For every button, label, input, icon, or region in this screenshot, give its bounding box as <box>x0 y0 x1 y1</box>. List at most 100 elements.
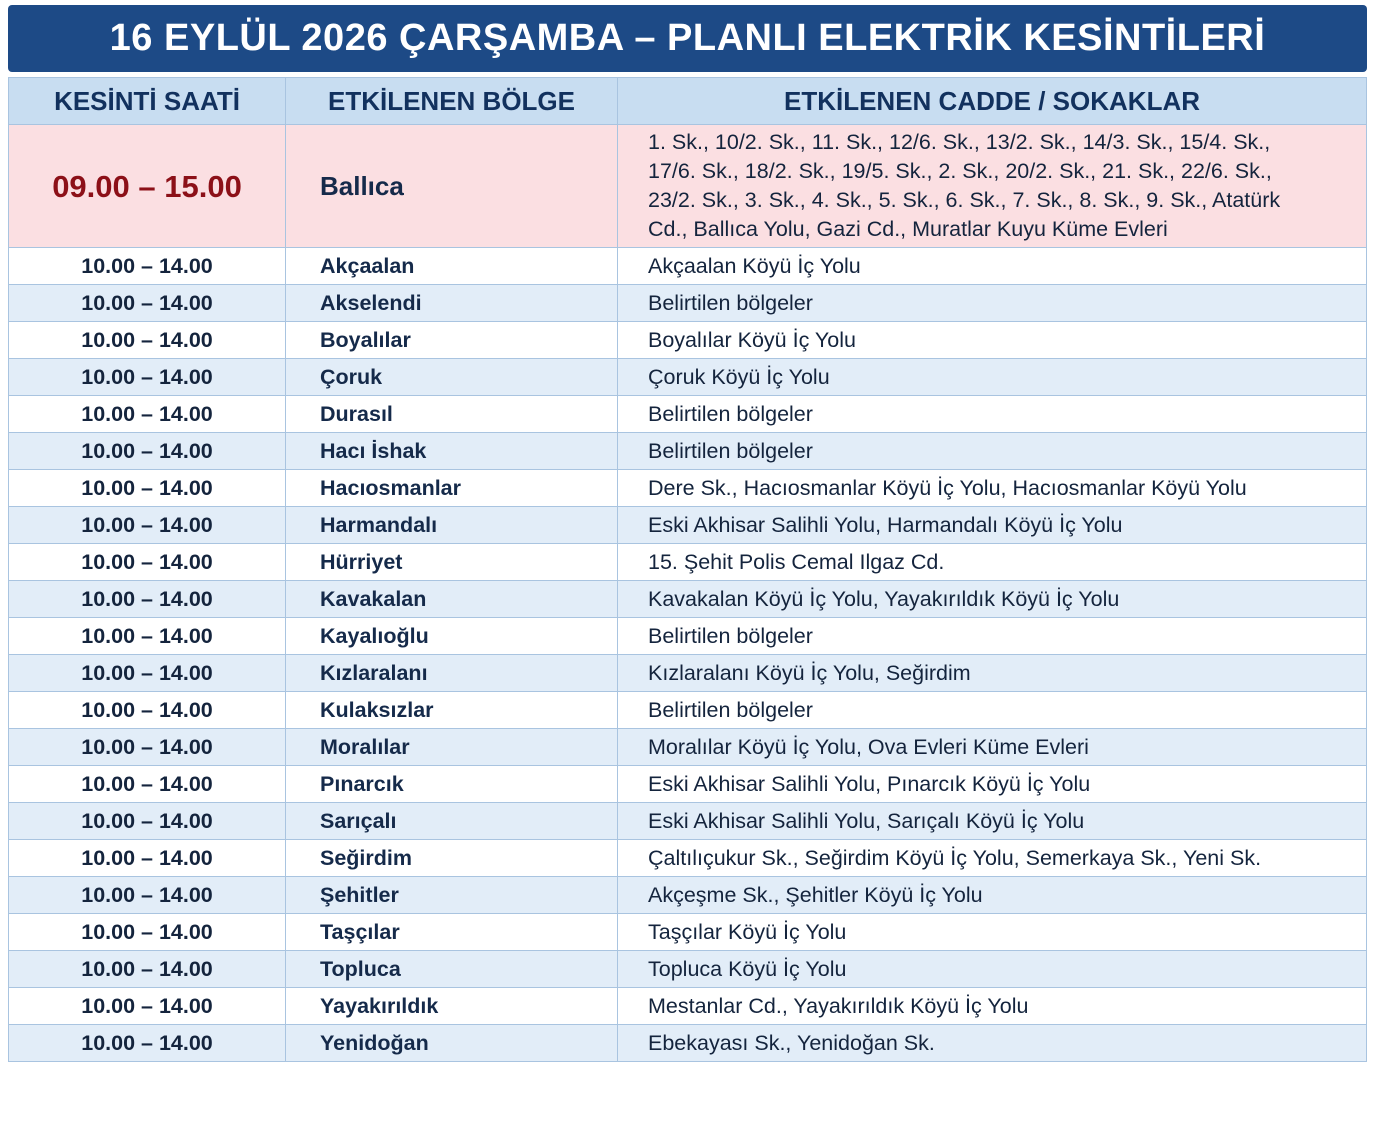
streets: Kızlaralanı Köyü İç Yolu, Seğirdim <box>617 654 1367 692</box>
table-row: 10.00 – 14.00 Topluca Topluca Köyü İç Yolu <box>8 950 1367 988</box>
streets: Dere Sk., Hacıosmanlar Köyü İç Yolu, Hac… <box>617 469 1367 507</box>
streets: Taşçılar Köyü İç Yolu <box>617 913 1367 951</box>
region: Hürriyet <box>285 543 618 581</box>
streets: Belirtilen bölgeler <box>617 432 1367 470</box>
table-row: 10.00 – 14.00 Şehitler Akçeşme Sk., Şehitl… <box>8 876 1367 914</box>
streets: Belirtilen bölgeler <box>617 691 1367 729</box>
outage-time: 10.00 – 14.00 <box>8 321 286 359</box>
table-row: 10.00 – 14.00 Hürriyet 15. Şehit Polis Cem… <box>8 543 1367 581</box>
region: Seğirdim <box>285 839 618 877</box>
title: 16 EYLÜL 2026 ÇARŞAMBA – PLANLI ELEKTRİK… <box>8 5 1367 72</box>
outage-time: 10.00 – 14.00 <box>8 802 286 840</box>
streets: 15. Şehit Polis Cemal Ilgaz Cd. <box>617 543 1367 581</box>
streets: Belirtilen bölgeler <box>617 617 1367 655</box>
streets: 1. Sk., 10/2. Sk., 11. Sk., 12/6. Sk., 1… <box>617 124 1367 248</box>
table-row: 10.00 – 14.00 Çoruk Çoruk Köyü İç Yolu <box>8 358 1367 396</box>
streets: Belirtilen bölgeler <box>617 395 1367 433</box>
region: Hacı İshak <box>285 432 618 470</box>
outage-time: 10.00 – 14.00 <box>8 395 286 433</box>
region: Kulaksızlar <box>285 691 618 729</box>
streets: Mestanlar Cd., Yayakırıldık Köyü İç Yolu <box>617 987 1367 1025</box>
streets: Eski Akhisar Salihli Yolu, Harmandalı Kö… <box>617 506 1367 544</box>
outage-time: 10.00 – 14.00 <box>8 987 286 1025</box>
outage-time: 10.00 – 14.00 <box>8 580 286 618</box>
region: Şehitler <box>285 876 618 914</box>
streets: Akçeşme Sk., Şehitler Köyü İç Yolu <box>617 876 1367 914</box>
table-row: 10.00 – 14.00 Yayakırıldık Mestanlar Cd., … <box>8 987 1367 1025</box>
streets: Ebekayası Sk., Yenidoğan Sk. <box>617 1024 1367 1062</box>
outage-time: 10.00 – 14.00 <box>8 284 286 322</box>
outage-time: 10.00 – 14.00 <box>8 765 286 803</box>
streets: Moralılar Köyü İç Yolu, Ova Evleri Küme … <box>617 728 1367 766</box>
streets: Eski Akhisar Salihli Yolu, Sarıçalı Köyü… <box>617 802 1367 840</box>
region: Kayalıoğlu <box>285 617 618 655</box>
region: Durasıl <box>285 395 618 433</box>
outage-time: 10.00 – 14.00 <box>8 728 286 766</box>
outage-table: KESİNTİ SAATİ ETKİLENEN BÖLGE ETKİLENEN CA… <box>8 77 1367 1062</box>
outage-time: 10.00 – 14.00 <box>8 432 286 470</box>
region: Taşçılar <box>285 913 618 951</box>
table-row: 10.00 – 14.00 Taşçılar Taşçılar Köyü İç Yo… <box>8 913 1367 951</box>
streets: Çoruk Köyü İç Yolu <box>617 358 1367 396</box>
region: Moralılar <box>285 728 618 766</box>
table-body: 09.00 – 15.00 Ballıca 1. Sk., 10/2. Sk., 1… <box>8 124 1367 1062</box>
outage-time: 10.00 – 14.00 <box>8 950 286 988</box>
outage-time: 10.00 – 14.00 <box>8 839 286 877</box>
table-row: 09.00 – 15.00 Ballıca 1. Sk., 10/2. Sk., 1… <box>8 124 1367 248</box>
outage-time: 10.00 – 14.00 <box>8 654 286 692</box>
region: Sarıçalı <box>285 802 618 840</box>
region: Boyalılar <box>285 321 618 359</box>
table-row: 10.00 – 14.00 Sarıçalı Eski Akhisar Salihl… <box>8 802 1367 840</box>
region: Topluca <box>285 950 618 988</box>
outage-time: 10.00 – 14.00 <box>8 691 286 729</box>
outage-time: 10.00 – 14.00 <box>8 913 286 951</box>
streets: Belirtilen bölgeler <box>617 284 1367 322</box>
column-header: ETKİLENEN BÖLGE <box>285 77 618 125</box>
outage-time: 10.00 – 14.00 <box>8 1024 286 1062</box>
region: Kavakalan <box>285 580 618 618</box>
table-row: 10.00 – 14.00 Harmandalı Eski Akhisar Sali… <box>8 506 1367 544</box>
table-row: 10.00 – 14.00 Durasıl Belirtilen bölgeler <box>8 395 1367 433</box>
table-row: 10.00 – 14.00 Boyalılar Boyalılar Köyü İç … <box>8 321 1367 359</box>
outage-time: 10.00 – 14.00 <box>8 247 286 285</box>
header-row: KESİNTİ SAATİ ETKİLENEN BÖLGE ETKİLENEN CA… <box>8 77 1367 125</box>
outage-time: 10.00 – 14.00 <box>8 469 286 507</box>
column-header: KESİNTİ SAATİ <box>8 77 286 125</box>
table-row: 10.00 – 14.00 Kavakalan Kavakalan Köyü İç … <box>8 580 1367 618</box>
outage-time: 09.00 – 15.00 <box>8 124 286 248</box>
region: Akçaalan <box>285 247 618 285</box>
table-row: 10.00 – 14.00 Moralılar Moralılar Köyü İç … <box>8 728 1367 766</box>
table-row: 10.00 – 14.00 Pınarcık Eski Akhisar Salihl… <box>8 765 1367 803</box>
region: Kızlaralanı <box>285 654 618 692</box>
streets: Eski Akhisar Salihli Yolu, Pınarcık Köyü… <box>617 765 1367 803</box>
table-row: 10.00 – 14.00 Akselendi Belirtilen bölgele… <box>8 284 1367 322</box>
table-row: 10.00 – 14.00 Seğirdim Çaltılıçukur Sk., S… <box>8 839 1367 877</box>
table-row: 10.00 – 14.00 Hacıosmanlar Dere Sk., Hacıo… <box>8 469 1367 507</box>
column-header: ETKİLENEN CADDE / SOKAKLAR <box>617 77 1367 125</box>
region: Harmandalı <box>285 506 618 544</box>
outage-time: 10.00 – 14.00 <box>8 543 286 581</box>
table-row: 10.00 – 14.00 Akçaalan Akçaalan Köyü İç Yo… <box>8 247 1367 285</box>
region: Ballıca <box>285 124 618 248</box>
streets: Topluca Köyü İç Yolu <box>617 950 1367 988</box>
streets: Akçaalan Köyü İç Yolu <box>617 247 1367 285</box>
region: Akselendi <box>285 284 618 322</box>
region: Yayakırıldık <box>285 987 618 1025</box>
table-row: 10.00 – 14.00 Hacı İshak Belirtilen bölgel… <box>8 432 1367 470</box>
streets: Boyalılar Köyü İç Yolu <box>617 321 1367 359</box>
region: Yenidoğan <box>285 1024 618 1062</box>
streets: Kavakalan Köyü İç Yolu, Yayakırıldık Köy… <box>617 580 1367 618</box>
streets: Çaltılıçukur Sk., Seğirdim Köyü İç Yolu,… <box>617 839 1367 877</box>
outage-time: 10.00 – 14.00 <box>8 358 286 396</box>
region: Çoruk <box>285 358 618 396</box>
outage-time: 10.00 – 14.00 <box>8 876 286 914</box>
region: Hacıosmanlar <box>285 469 618 507</box>
region: Pınarcık <box>285 765 618 803</box>
table-row: 10.00 – 14.00 Kayalıoğlu Belirtilen bölgel… <box>8 617 1367 655</box>
outage-time: 10.00 – 14.00 <box>8 506 286 544</box>
outage-time: 10.00 – 14.00 <box>8 617 286 655</box>
table-row: 10.00 – 14.00 Kızlaralanı Kızlaralanı Köyü… <box>8 654 1367 692</box>
table-row: 10.00 – 14.00 Kulaksızlar Belirtilen bölge… <box>8 691 1367 729</box>
table-row: 10.00 – 14.00 Yenidoğan Ebekayası Sk., Yen… <box>8 1024 1367 1062</box>
